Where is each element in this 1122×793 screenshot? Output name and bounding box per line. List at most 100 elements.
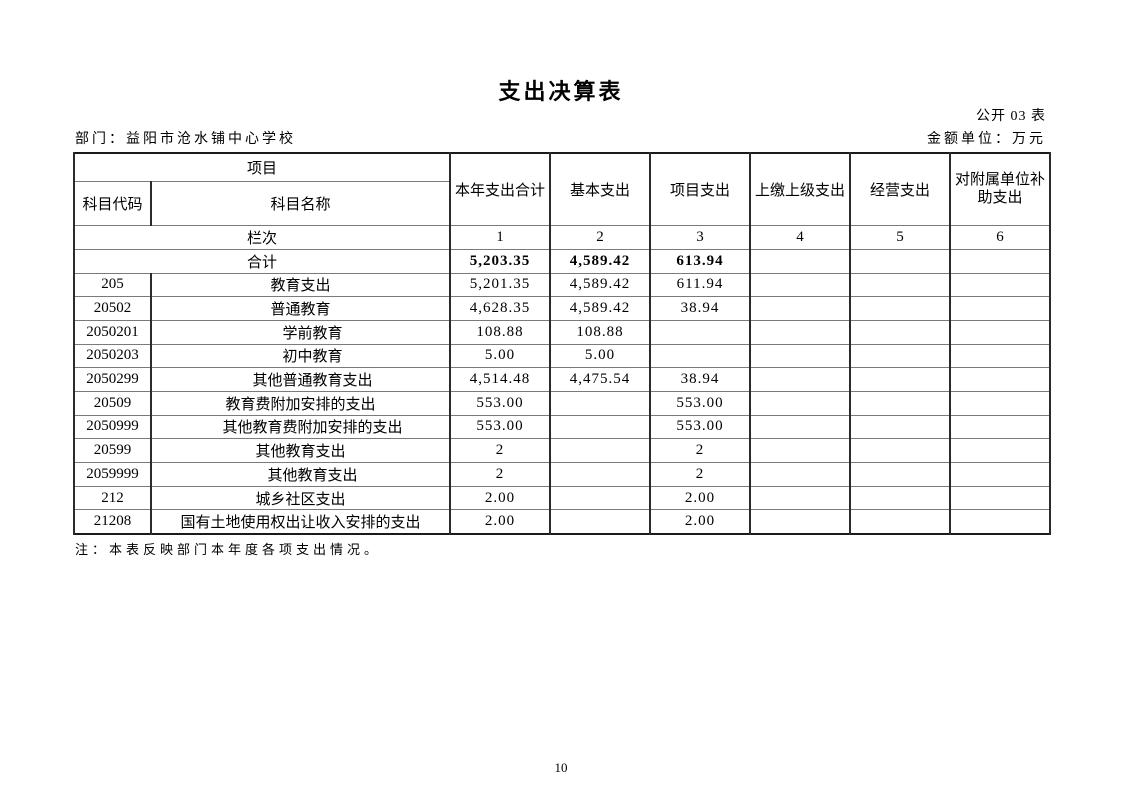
table-row: 20509 教育费附加安排的支出 553.00 553.00	[73, 390, 1052, 416]
amount-cell: 2	[449, 462, 552, 487]
column-header-upturn: 上缴上级支出	[749, 152, 852, 226]
amount-cell: 553.00	[449, 414, 552, 440]
amount-cell	[849, 414, 952, 440]
amount-cell	[849, 438, 952, 463]
total-cell	[949, 248, 1052, 274]
column-header-subsidy: 对附属单位补助支出	[949, 152, 1052, 226]
page-title: 支出决算表	[498, 79, 624, 104]
column-header-project: 项目支出	[649, 152, 752, 226]
total-cell: 4,589.42	[549, 248, 652, 274]
column-header-operating: 经营支出	[849, 152, 952, 226]
table-row: 20599 其他教育支出 2 2	[73, 438, 1052, 463]
amount-cell	[949, 485, 1052, 511]
amount-cell	[549, 485, 652, 511]
amount-cell	[749, 485, 852, 511]
amount-cell: 108.88	[549, 319, 652, 345]
page-number: 10	[554, 760, 568, 775]
amount-cell	[749, 414, 852, 440]
amount-cell: 611.94	[649, 272, 752, 298]
amount-cell: 108.88	[449, 319, 552, 345]
amount-cell	[549, 390, 652, 416]
amount-cell: 2.00	[449, 485, 552, 511]
subject-code-cell: 2059999	[73, 462, 152, 487]
total-cell	[749, 248, 852, 274]
column-index-row: 栏次 1 2 3 4 5 6	[72, 224, 1052, 250]
amount-cell	[549, 414, 652, 440]
amount-cell	[749, 390, 852, 416]
subject-code-cell: 20502	[73, 296, 152, 321]
amount-cell	[749, 272, 852, 298]
amount-cell	[949, 319, 1052, 345]
amount-cell	[749, 343, 852, 369]
lanci-number: 5	[849, 224, 952, 250]
amount-cell	[749, 367, 852, 392]
column-header-total: 本年支出合计	[449, 152, 552, 226]
amount-cell	[949, 509, 1052, 535]
amount-cell	[849, 509, 952, 535]
subject-name-cell: 教育费附加安排的支出	[149, 390, 452, 416]
subject-name-cell: 普通教育	[149, 296, 452, 321]
subject-code-cell: 20509	[73, 390, 152, 416]
header-row-subject: 科目代码 科目名称	[73, 180, 1050, 226]
amount-cell	[849, 462, 952, 487]
amount-cell: 38.94	[649, 296, 752, 321]
amount-cell	[949, 438, 1052, 463]
subject-code-cell: 21208	[73, 509, 152, 535]
amount-cell: 4,514.48	[449, 367, 552, 392]
table-row: 212 城乡社区支出 2.00 2.00	[73, 485, 1052, 511]
subject-name-cell: 城乡社区支出	[149, 485, 452, 511]
amount-cell: 5,201.35	[449, 272, 552, 298]
amount-cell: 2	[649, 462, 752, 487]
lanci-label: 栏次	[72, 224, 452, 250]
amount-cell	[849, 390, 952, 416]
table-note: 注：本表反映部门本年度各项支出情况。	[75, 542, 382, 557]
amount-cell	[649, 343, 752, 369]
table-row: 2050201 学前教育 108.88 108.88	[73, 319, 1052, 345]
expenditure-table: 项目 本年支出合计 基本支出 项目支出 上缴上级支出 经营支出 对附属单位补助支…	[72, 152, 1052, 535]
amount-cell	[849, 319, 952, 345]
table-row: 2050999 其他教育费附加安排的支出 553.00 553.00	[73, 414, 1052, 440]
project-group-header: 项目	[72, 152, 452, 182]
total-cell	[849, 248, 952, 274]
amount-cell: 2	[449, 438, 552, 463]
amount-cell	[849, 296, 952, 321]
amount-cell	[749, 509, 852, 535]
amount-cell: 2	[649, 438, 752, 463]
subject-code-cell: 205	[73, 272, 152, 298]
lanci-number: 3	[649, 224, 752, 250]
subject-name-cell: 其他教育支出	[149, 462, 452, 487]
table-row: 2059999 其他教育支出 2 2	[73, 462, 1052, 487]
amount-cell	[549, 438, 652, 463]
subject-code-cell: 20599	[73, 438, 152, 463]
amount-cell	[749, 319, 852, 345]
amount-cell	[849, 367, 952, 392]
total-cell: 613.94	[649, 248, 752, 274]
amount-cell: 553.00	[449, 390, 552, 416]
amount-cell: 38.94	[649, 367, 752, 392]
table-row: 205 教育支出 5,201.35 4,589.42 611.94	[73, 272, 1052, 298]
subject-code-cell: 2050299	[73, 367, 152, 392]
amount-cell	[849, 343, 952, 369]
amount-cell: 2.00	[649, 485, 752, 511]
subject-name-cell: 其他教育支出	[149, 438, 452, 463]
total-label: 合计	[72, 248, 452, 274]
amount-cell: 4,475.54	[549, 367, 652, 392]
amount-cell: 553.00	[649, 390, 752, 416]
total-cell: 5,203.35	[449, 248, 552, 274]
subject-name-cell: 国有土地使用权出让收入安排的支出	[149, 509, 452, 535]
amount-cell	[849, 485, 952, 511]
meta-row: 部门：益阳市沧水铺中心学校 金额单位：万元	[75, 128, 1046, 148]
lanci-number: 4	[749, 224, 852, 250]
table-row: 20502 普通教育 4,628.35 4,589.42 38.94	[73, 296, 1052, 321]
subject-name-cell: 教育支出	[149, 272, 452, 298]
amount-cell: 2.00	[649, 509, 752, 535]
amount-cell	[949, 272, 1052, 298]
amount-cell	[649, 319, 752, 345]
amount-cell	[849, 272, 952, 298]
total-row: 合计 5,203.35 4,589.42 613.94	[72, 248, 1052, 274]
amount-cell: 5.00	[449, 343, 552, 369]
amount-cell	[749, 296, 852, 321]
subject-code-cell: 2050201	[73, 319, 152, 345]
amount-cell	[949, 462, 1052, 487]
